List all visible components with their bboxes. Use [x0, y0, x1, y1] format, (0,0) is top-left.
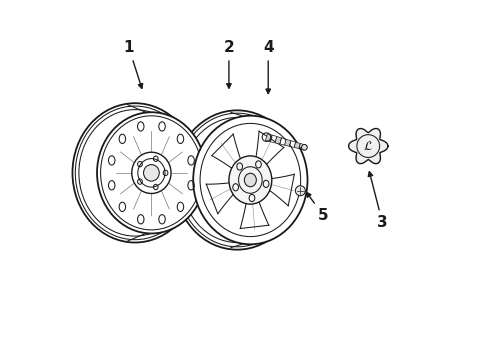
Text: 4: 4: [263, 40, 273, 94]
Ellipse shape: [97, 112, 206, 233]
Ellipse shape: [301, 144, 307, 150]
Text: 3: 3: [368, 172, 388, 230]
Text: 2: 2: [223, 40, 234, 88]
Ellipse shape: [193, 116, 308, 244]
Polygon shape: [294, 142, 300, 149]
Text: 5: 5: [307, 193, 329, 223]
Ellipse shape: [245, 173, 256, 187]
Polygon shape: [348, 129, 388, 164]
Polygon shape: [285, 139, 291, 146]
Polygon shape: [266, 134, 272, 142]
Ellipse shape: [100, 116, 202, 230]
Text: 1: 1: [123, 40, 143, 88]
Ellipse shape: [295, 186, 305, 196]
Text: $\mathcal{L}$: $\mathcal{L}$: [363, 140, 373, 153]
Ellipse shape: [144, 165, 159, 181]
Ellipse shape: [229, 156, 272, 204]
Polygon shape: [275, 136, 281, 144]
